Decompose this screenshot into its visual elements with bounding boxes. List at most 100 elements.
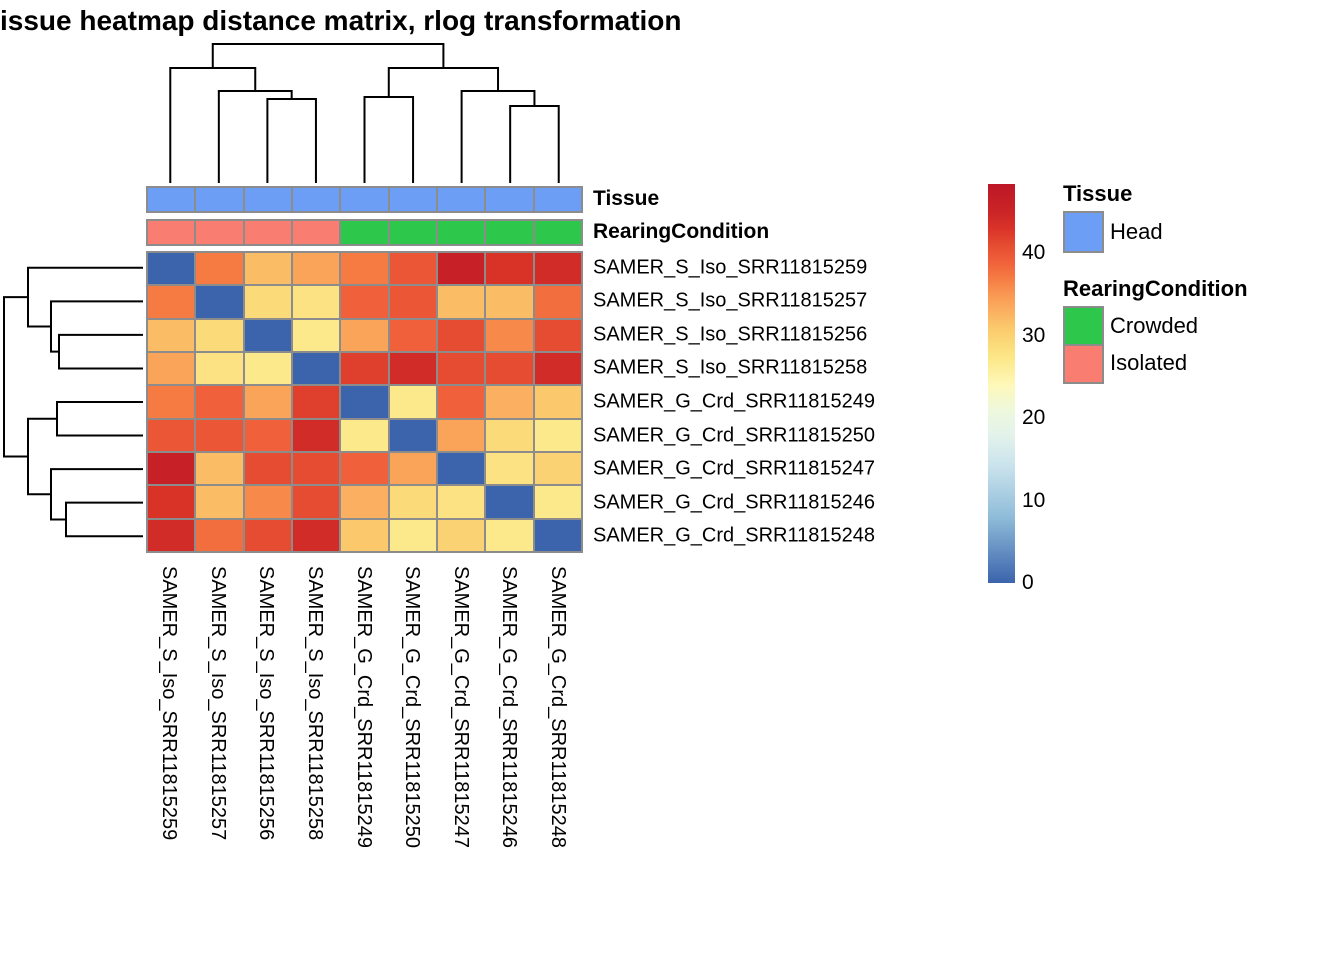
row-dendrogram-branch: [50, 468, 143, 521]
heatmap-cell: [486, 319, 533, 351]
legend-swatch-crowded: [1065, 308, 1102, 344]
heatmap-cell: [341, 353, 388, 385]
tissue-annotation-cell: [534, 188, 581, 211]
heatmap-cell: [244, 453, 291, 485]
heatmap-cell: [389, 519, 436, 551]
colorbar-tick-label: 40: [1022, 241, 1046, 264]
heatmap-cell: [437, 253, 485, 285]
row-dendrogram-branch: [27, 266, 143, 328]
heatmap-cell: [534, 253, 581, 285]
heatmap-cell: [486, 419, 533, 451]
heatmap-cell: [534, 419, 581, 451]
heatmap-cell: [534, 386, 581, 418]
colorbar-tick-label: 10: [1022, 488, 1046, 512]
heatmap-cell: [196, 419, 243, 451]
tissue-annotation-cell: [292, 188, 340, 211]
heatmap-cell: [244, 353, 291, 385]
heatmap-cell: [244, 519, 291, 551]
heatmap-cell: [437, 486, 485, 518]
heatmap-cell: [486, 386, 533, 418]
heatmap-cell: [148, 486, 195, 518]
heatmap-cell: [486, 453, 533, 485]
heatmap-cell: [486, 486, 533, 518]
row-label: SAMER_G_Crd_SRR11815250: [593, 424, 876, 447]
row-label: SAMER_G_Crd_SRR11815246: [593, 491, 876, 514]
heatmap-cell: [292, 486, 340, 518]
rearing-annotation-cell: [534, 221, 581, 244]
col-label: SAMER_G_Crd_SRR11815247: [449, 566, 472, 849]
heatmap-cell: [292, 353, 340, 385]
row-dendrogram-branch: [3, 296, 28, 458]
heatmap-cell: [341, 453, 388, 485]
heatmap-cell: [486, 253, 533, 285]
tissue-annotation-cell: [244, 188, 291, 211]
heatmap-cell: [196, 386, 243, 418]
heatmap-cell: [292, 419, 340, 451]
col-label: SAMER_S_Iso_SRR11815258: [303, 566, 326, 841]
tissue-annotation-label: Tissue: [593, 187, 660, 210]
col-label: SAMER_G_Crd_SRR11815249: [352, 566, 375, 849]
col-label: SAMER_S_Iso_SRR11815256: [255, 566, 278, 841]
rearing-annotation-cell: [389, 221, 436, 244]
row-label: SAMER_S_Iso_SRR11815256: [593, 323, 868, 346]
heatmap-cell: [341, 519, 388, 551]
heatmap-cell: [389, 319, 436, 351]
legend-rearing-title: RearingCondition: [1063, 276, 1248, 301]
heatmap-cell: [389, 386, 436, 418]
heatmap-cell: [437, 353, 485, 385]
heatmap-cell: [196, 319, 243, 351]
row-dendrogram-branch: [56, 401, 143, 437]
column-dendrogram-branch: [266, 98, 317, 183]
heatmap-cell: [196, 253, 243, 285]
legend-rearing-swatches: [1063, 306, 1104, 384]
heatmap-cell: [244, 419, 291, 451]
heatmap-cell: [341, 386, 388, 418]
heatmap-cell: [341, 419, 388, 451]
tissue-annotation-cell: [196, 188, 243, 211]
row-label: SAMER_G_Crd_SRR11815248: [593, 524, 876, 547]
heatmap-cell: [148, 419, 195, 451]
heatmap-cell: [486, 286, 533, 318]
heatmap-cell: [244, 386, 291, 418]
column-dendrogram-branch: [169, 67, 257, 183]
heatmap-cell: [244, 286, 291, 318]
plot-title: issue heatmap distance matrix, rlog tran…: [0, 5, 682, 36]
col-label: SAMER_G_Crd_SRR11815250: [401, 566, 424, 849]
heatmap-cell: [534, 353, 581, 385]
heatmap-cell: [148, 253, 195, 285]
tissue-annotation-cell: [486, 188, 533, 211]
heatmap-cell: [437, 319, 485, 351]
heatmap-cell: [534, 453, 581, 485]
heatmap-cell: [148, 319, 195, 351]
rearing-annotation-cell: [486, 221, 533, 244]
tissue-annotation-cell: [148, 188, 195, 211]
column-dendrogram-branch: [363, 96, 415, 183]
heatmap-cell: [534, 286, 581, 318]
rearing-annotation-cell: [341, 221, 388, 244]
row-label: SAMER_S_Iso_SRR11815258: [593, 356, 868, 379]
heatmap-cell: [148, 453, 195, 485]
heatmap-cell: [292, 319, 340, 351]
rearing-annotation-bar: [146, 219, 583, 246]
rearing-annotation-cell: [148, 221, 195, 244]
heatmap-cell: [292, 253, 340, 285]
heatmap-cell: [437, 419, 485, 451]
colorbar-tick-label: 30: [1022, 323, 1046, 347]
heatmap-cell: [341, 319, 388, 351]
row-label: SAMER_G_Crd_SRR11815249: [593, 390, 876, 413]
heatmap-cell: [244, 319, 291, 351]
row-dendrogram-branch: [58, 333, 143, 370]
heatmap-cell: [148, 286, 195, 318]
tissue-annotation-bar: [146, 186, 583, 213]
column-dendrogram-branch: [509, 105, 560, 183]
legend-tissue-swatches: [1063, 211, 1104, 253]
legend-swatch-isolated: [1065, 346, 1102, 382]
heatmap-cell: [196, 353, 243, 385]
tissue-annotation-cell: [341, 188, 388, 211]
row-dendrogram-branch: [50, 300, 143, 353]
heatmap-cell: [292, 286, 340, 318]
col-label: SAMER_S_Iso_SRR11815257: [206, 566, 229, 841]
colorbar-tick-label: 0: [1022, 571, 1034, 594]
